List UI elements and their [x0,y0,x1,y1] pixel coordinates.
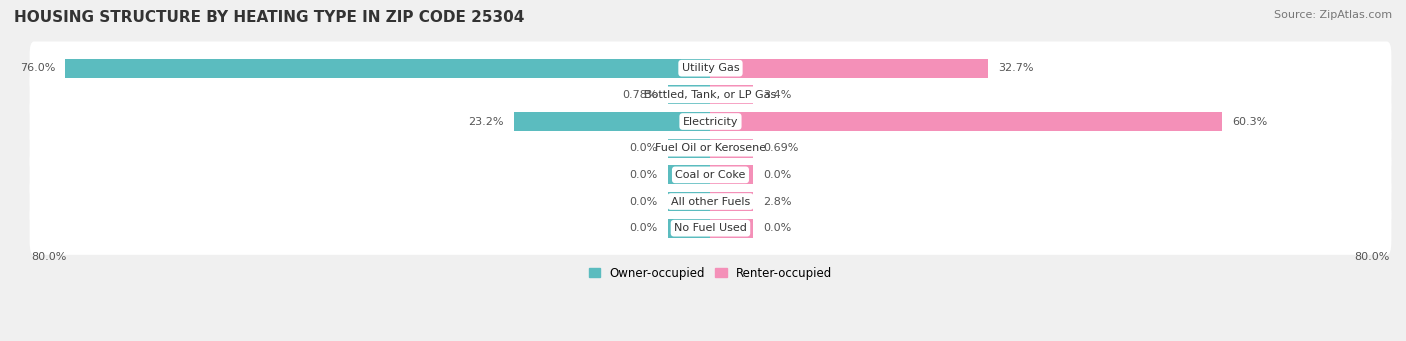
Text: No Fuel Used: No Fuel Used [673,223,747,233]
Legend: Owner-occupied, Renter-occupied: Owner-occupied, Renter-occupied [583,262,837,284]
FancyBboxPatch shape [30,95,1392,148]
FancyBboxPatch shape [30,175,1392,228]
Text: 76.0%: 76.0% [20,63,55,73]
Bar [668,85,710,104]
Text: Coal or Coke: Coal or Coke [675,170,745,180]
Text: 32.7%: 32.7% [998,63,1033,73]
Text: 80.0%: 80.0% [1354,252,1389,262]
Bar [668,138,710,158]
Bar [710,85,754,104]
Text: 0.69%: 0.69% [763,143,799,153]
Bar [668,165,710,184]
Text: 80.0%: 80.0% [31,252,66,262]
FancyBboxPatch shape [30,121,1392,175]
Bar [710,112,1222,131]
Bar [710,59,988,78]
Text: Electricity: Electricity [683,117,738,127]
FancyBboxPatch shape [30,68,1392,121]
Bar [668,219,710,238]
Text: 0.0%: 0.0% [630,196,658,207]
Text: 60.3%: 60.3% [1233,117,1268,127]
Bar [513,112,710,131]
Text: 23.2%: 23.2% [468,117,503,127]
Text: Utility Gas: Utility Gas [682,63,740,73]
FancyBboxPatch shape [30,42,1392,95]
Text: All other Fuels: All other Fuels [671,196,749,207]
Text: 0.0%: 0.0% [630,223,658,233]
Bar [710,138,754,158]
Text: 0.0%: 0.0% [630,170,658,180]
Bar [710,192,754,211]
Bar [668,192,710,211]
FancyBboxPatch shape [30,148,1392,202]
Bar [710,165,754,184]
Bar [710,219,754,238]
Bar [65,59,710,78]
Text: 2.8%: 2.8% [763,196,792,207]
Text: Fuel Oil or Kerosene: Fuel Oil or Kerosene [655,143,766,153]
Text: 0.78%: 0.78% [623,90,658,100]
FancyBboxPatch shape [30,202,1392,255]
Text: 0.0%: 0.0% [630,143,658,153]
Text: Bottled, Tank, or LP Gas: Bottled, Tank, or LP Gas [644,90,776,100]
Text: HOUSING STRUCTURE BY HEATING TYPE IN ZIP CODE 25304: HOUSING STRUCTURE BY HEATING TYPE IN ZIP… [14,10,524,25]
Text: 0.0%: 0.0% [763,223,792,233]
Text: 0.0%: 0.0% [763,170,792,180]
Text: Source: ZipAtlas.com: Source: ZipAtlas.com [1274,10,1392,20]
Text: 3.4%: 3.4% [763,90,792,100]
